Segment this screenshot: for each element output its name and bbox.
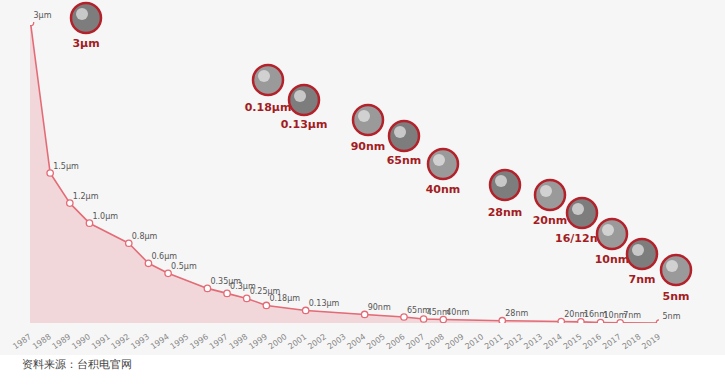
svg-text:2003: 2003 [326,332,348,351]
svg-text:2015: 2015 [562,332,584,351]
svg-text:10nm: 10nm [595,253,630,266]
svg-text:2011: 2011 [483,332,505,351]
svg-text:0.25μm: 0.25μm [249,287,281,296]
svg-text:20nm: 20nm [564,310,588,320]
svg-text:0.3μm: 0.3μm [230,282,256,291]
svg-text:2010: 2010 [463,332,485,351]
svg-text:1990: 1990 [70,332,92,351]
svg-text:16nm: 16nm [583,310,607,320]
svg-text:2001: 2001 [286,332,308,351]
svg-text:2002: 2002 [306,332,328,351]
svg-text:40nm: 40nm [446,308,469,317]
svg-text:2009: 2009 [444,332,466,351]
svg-text:0.35μm: 0.35μm [210,276,242,286]
svg-text:0.13μm: 0.13μm [281,118,328,131]
svg-text:1998: 1998 [227,332,249,351]
svg-text:2019: 2019 [640,332,662,351]
svg-text:0.8μm: 0.8μm [132,232,158,241]
svg-text:2005: 2005 [365,332,387,351]
svg-text:2000: 2000 [267,332,289,351]
svg-text:2017: 2017 [601,332,623,351]
svg-text:1995: 1995 [169,332,191,351]
html-text:资料来源：台积电官网: 资料来源：台积电官网 [22,358,132,371]
svg-text:90nm: 90nm [368,303,391,312]
svg-text:90nm: 90nm [351,140,386,153]
svg-text:10nm: 10nm [603,311,627,321]
svg-text:2006: 2006 [385,332,407,351]
svg-text:3μm: 3μm [72,37,99,50]
svg-text:1.0μm: 1.0μm [92,212,118,221]
svg-text:2004: 2004 [345,332,367,351]
svg-text:45nm: 45nm [426,307,450,317]
svg-text:1999: 1999 [247,332,269,351]
svg-text:1994: 1994 [149,332,171,351]
svg-text:1987: 1987 [11,332,33,351]
svg-text:2018: 2018 [621,332,643,351]
svg-text:2012: 2012 [503,332,525,351]
svg-text:2008: 2008 [424,332,446,351]
svg-text:5nm: 5nm [663,312,681,321]
svg-text:1993: 1993 [129,332,151,351]
svg-text:16/12nm: 16/12nm [555,232,609,245]
svg-text:65nm: 65nm [387,154,422,167]
svg-text:28nm: 28nm [488,206,523,219]
svg-text:2014: 2014 [542,332,564,351]
svg-text:0.5μm: 0.5μm [171,262,197,271]
svg-text:1996: 1996 [188,332,210,351]
svg-text:0.6μm: 0.6μm [151,252,177,261]
svg-text:0.13μm: 0.13μm [309,299,340,308]
svg-text:0.18μm: 0.18μm [245,101,292,114]
svg-text:0.18μm: 0.18μm [269,294,300,303]
svg-text:7nm: 7nm [623,311,641,320]
svg-text:20nm: 20nm [533,214,568,227]
svg-text:40nm: 40nm [426,183,461,196]
svg-text:28nm: 28nm [505,309,528,318]
svg-text:7nm: 7nm [629,273,656,286]
svg-text:2007: 2007 [404,332,426,351]
svg-text:65nm: 65nm [407,305,430,315]
svg-text:2016: 2016 [581,332,603,351]
svg-text:1997: 1997 [208,332,230,351]
svg-text:1992: 1992 [110,332,132,351]
svg-text:3μm: 3μm [34,11,52,20]
svg-text:1.2μm: 1.2μm [73,192,99,201]
svg-text:5nm: 5nm [663,290,690,303]
svg-text:1991: 1991 [90,332,112,351]
svg-text:1.5μm: 1.5μm [53,162,79,171]
svg-text:1988: 1988 [31,332,53,351]
svg-text:2013: 2013 [522,332,544,351]
svg-text:1989: 1989 [51,332,73,351]
